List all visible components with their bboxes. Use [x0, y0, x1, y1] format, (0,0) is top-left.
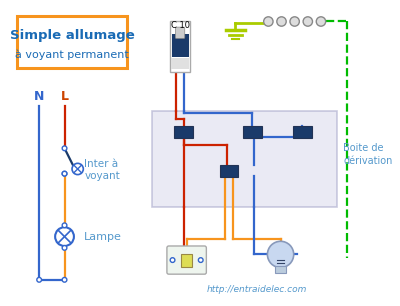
Circle shape — [303, 17, 312, 26]
Circle shape — [170, 258, 175, 263]
FancyBboxPatch shape — [174, 126, 193, 138]
Circle shape — [62, 146, 67, 151]
Circle shape — [62, 171, 67, 176]
Circle shape — [55, 227, 74, 246]
Circle shape — [198, 258, 203, 263]
FancyBboxPatch shape — [152, 111, 337, 207]
Text: à voyant permanent: à voyant permanent — [15, 49, 129, 60]
Circle shape — [268, 241, 294, 267]
Text: Inter à: Inter à — [84, 159, 118, 169]
Text: C 10: C 10 — [170, 21, 190, 30]
FancyBboxPatch shape — [172, 34, 188, 57]
FancyBboxPatch shape — [293, 126, 312, 138]
Circle shape — [316, 17, 326, 26]
FancyBboxPatch shape — [170, 21, 190, 72]
FancyBboxPatch shape — [220, 165, 238, 177]
FancyBboxPatch shape — [167, 246, 206, 274]
Text: dérivation: dérivation — [344, 156, 393, 166]
FancyBboxPatch shape — [175, 27, 185, 39]
Circle shape — [62, 171, 67, 176]
FancyBboxPatch shape — [181, 253, 192, 267]
Circle shape — [62, 245, 67, 250]
Text: L: L — [60, 90, 68, 103]
Circle shape — [264, 17, 273, 26]
Text: voyant: voyant — [84, 170, 120, 181]
Text: Lampe: Lampe — [84, 232, 122, 242]
Circle shape — [72, 163, 83, 175]
Circle shape — [62, 223, 67, 228]
Circle shape — [277, 17, 286, 26]
Text: N: N — [34, 90, 44, 103]
Circle shape — [290, 17, 299, 26]
FancyBboxPatch shape — [17, 16, 128, 68]
Text: Boite de: Boite de — [344, 143, 384, 153]
Text: Simple allumage: Simple allumage — [10, 29, 134, 42]
FancyBboxPatch shape — [243, 126, 262, 138]
FancyBboxPatch shape — [275, 266, 286, 273]
Text: http://entraidelec.com: http://entraidelec.com — [207, 285, 307, 294]
FancyBboxPatch shape — [171, 58, 190, 69]
Circle shape — [37, 278, 42, 282]
Circle shape — [62, 278, 67, 282]
